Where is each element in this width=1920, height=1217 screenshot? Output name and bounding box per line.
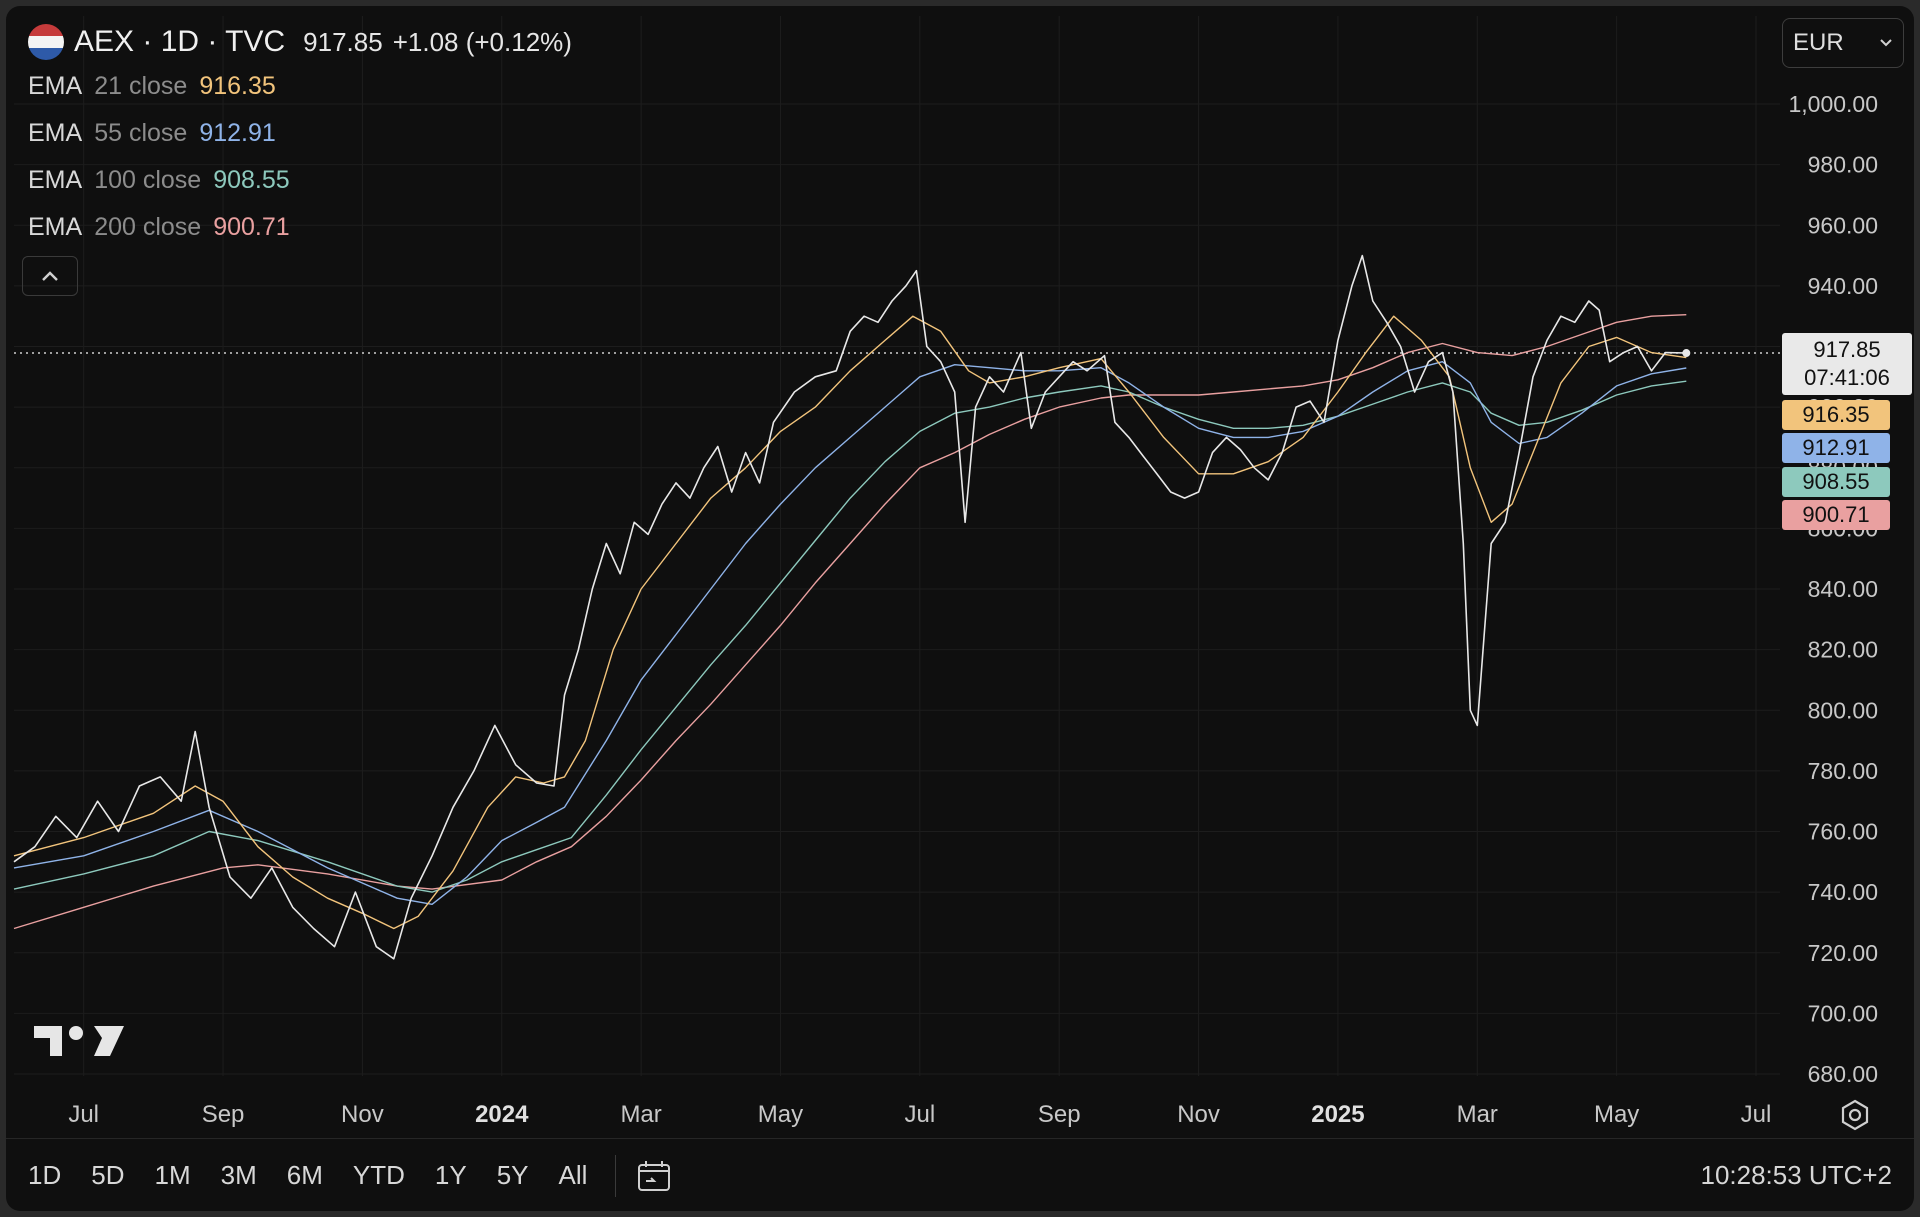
y-tick-label: 1,000.00	[1788, 91, 1878, 117]
y-tick-label: 780.00	[1808, 758, 1878, 784]
range-1d[interactable]: 1D	[28, 1160, 62, 1190]
legend-param: 200 close	[94, 213, 202, 241]
range-ytd[interactable]: YTD	[352, 1160, 405, 1190]
y-tick-label: 740.00	[1808, 879, 1878, 905]
series-line-aex[interactable]	[13, 254, 1687, 960]
chevron-down-icon	[1880, 39, 1892, 47]
series-line-ema-55-close[interactable]	[13, 361, 1687, 905]
x-tick-label: Nov	[1177, 1101, 1220, 1128]
y-tick-label: 960.00	[1808, 212, 1878, 238]
ema-200-price-tag: 900.71	[1782, 500, 1890, 530]
y-tick-label: 840.00	[1808, 576, 1878, 602]
range-5y[interactable]: 5Y	[496, 1160, 529, 1190]
series-line-ema-21-close[interactable]	[13, 315, 1687, 930]
y-tick-label: 760.00	[1808, 819, 1878, 845]
y-tick-label: 980.00	[1808, 152, 1878, 178]
currency-label: EUR	[1793, 29, 1844, 56]
x-tick-label: Jul	[904, 1101, 935, 1128]
legend-ema-100[interactable]: EMA 100 close 908.55	[28, 166, 290, 195]
y-tick-label: 680.00	[1808, 1061, 1878, 1087]
legend-param: 21 close	[94, 72, 188, 100]
chart-settings-gear-icon[interactable]	[1838, 1098, 1872, 1132]
y-tick-label: 940.00	[1808, 273, 1878, 299]
x-tick-label: 2025	[1311, 1101, 1364, 1128]
range-5d[interactable]: 5D	[91, 1160, 125, 1190]
x-tick-label: Sep	[1038, 1101, 1081, 1128]
legend-ema-55[interactable]: EMA 55 close 912.91	[28, 119, 276, 148]
y-tick-label: 720.00	[1808, 940, 1878, 966]
legend-param: 55 close	[94, 119, 188, 147]
x-tick-label: Nov	[341, 1101, 384, 1128]
legend-value: 912.91	[199, 119, 276, 147]
ema-21-price-tag: 916.35	[1782, 400, 1890, 430]
range-1y[interactable]: 1Y	[434, 1160, 467, 1190]
legend-name: EMA	[28, 72, 83, 100]
ema-55-price-tag: 912.91	[1782, 433, 1890, 463]
bottom-toolbar: 1D 5D 1M 3M 6M YTD 1Y 5Y All 10:28:53 UT…	[6, 1138, 1914, 1211]
x-tick-label: Mar	[620, 1101, 661, 1128]
x-tick-label: Mar	[1457, 1101, 1498, 1128]
range-all[interactable]: All	[558, 1160, 588, 1190]
series-line-ema-200-close[interactable]	[13, 314, 1687, 930]
legend-value: 900.71	[213, 213, 290, 241]
clock-timezone[interactable]: 10:28:53 UTC+2	[1700, 1160, 1892, 1190]
x-tick-label: Jul	[1741, 1101, 1772, 1128]
x-tick-label: May	[1594, 1101, 1639, 1128]
legend-value: 916.35	[199, 72, 276, 100]
chevron-up-icon	[42, 271, 58, 281]
legend-ema-21[interactable]: EMA 21 close 916.35	[28, 72, 276, 101]
tradingview-logo-icon[interactable]	[32, 1024, 128, 1058]
symbol-title[interactable]: AEX · 1D · TVC	[74, 25, 286, 58]
netherlands-flag-icon	[28, 24, 64, 60]
y-tick-label: 700.00	[1808, 1000, 1878, 1026]
series-layer	[13, 254, 1687, 960]
bar-countdown: 07:41:06	[1804, 365, 1890, 390]
x-tick-label: 2024	[475, 1101, 529, 1128]
legend-param: 100 close	[94, 166, 202, 194]
range-3m[interactable]: 3M	[220, 1160, 257, 1190]
legend-value: 908.55	[213, 166, 290, 194]
range-1m[interactable]: 1M	[154, 1160, 191, 1190]
last-price-tag-value: 917.85	[1813, 337, 1881, 362]
legend-ema-200[interactable]: EMA 200 close 900.71	[28, 213, 290, 242]
legend-name: EMA	[28, 166, 83, 194]
x-tick-label: Sep	[202, 1101, 245, 1128]
last-price-dot	[1682, 349, 1691, 358]
legend-name: EMA	[28, 119, 83, 147]
y-tick-label: 820.00	[1808, 637, 1878, 663]
price-change: +1.08 (+0.12%)	[392, 26, 572, 57]
currency-select[interactable]: EUR	[1782, 18, 1904, 68]
last-price: 917.85	[303, 26, 383, 57]
time-axis[interactable]: Jul Sep Nov 2024 Mar May Jul Sep Nov 2025 Mar May Ju…	[68, 1101, 1771, 1128]
ema-100-price-tag: 908.55	[1782, 467, 1890, 497]
collapse-legend-button[interactable]	[22, 256, 78, 296]
toolbar-divider	[615, 1154, 617, 1197]
chart-frame: { "header": { "symbol": "AEX · 1D · TVC"…	[6, 6, 1914, 1211]
x-tick-label: May	[758, 1101, 803, 1128]
chart-grid	[14, 16, 1780, 1076]
price-chart[interactable]: 1,000.00980.00960.00940.00920.00900.0088…	[6, 6, 1914, 1138]
y-tick-label: 800.00	[1808, 697, 1878, 723]
range-6m[interactable]: 6M	[286, 1160, 323, 1190]
symbol-header: AEX · 1D · TVC 917.85 +1.08 (+0.12%)	[28, 24, 572, 60]
last-price-tag: 917.85 07:41:06	[1782, 333, 1912, 395]
price-axis[interactable]: 1,000.00980.00960.00940.00920.00900.0088…	[1788, 91, 1878, 1087]
legend-name: EMA	[28, 213, 83, 241]
go-to-date-calendar-icon[interactable]	[636, 1159, 672, 1193]
series-line-ema-100-close[interactable]	[13, 380, 1687, 893]
x-tick-label: Jul	[68, 1101, 99, 1128]
